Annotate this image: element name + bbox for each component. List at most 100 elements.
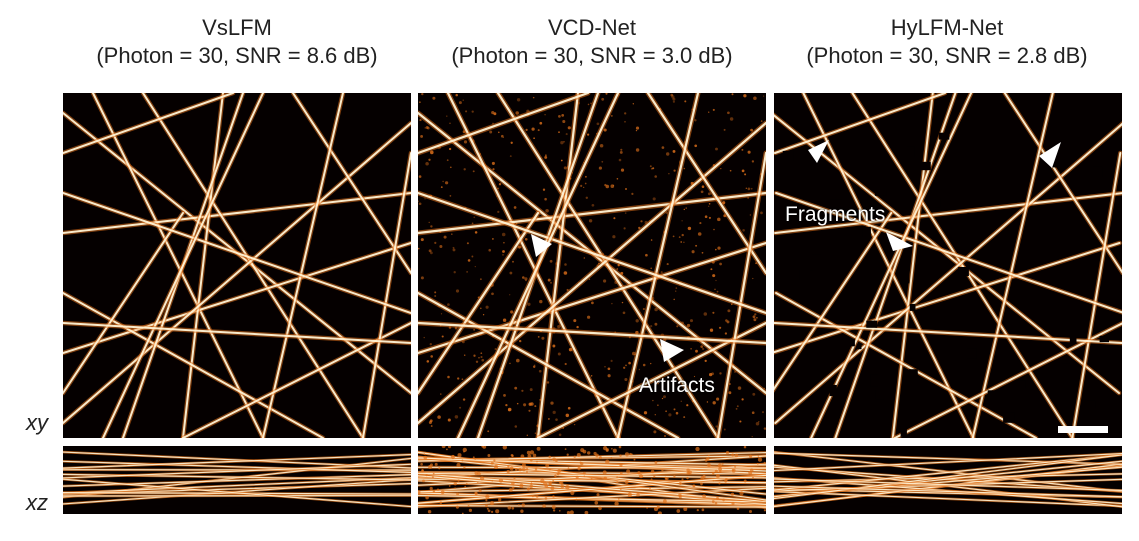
noise-speck: [554, 474, 557, 478]
noise-speck: [550, 486, 555, 491]
noise-speck: [708, 111, 710, 113]
noise-speck: [756, 462, 759, 465]
noise-speck: [666, 263, 669, 266]
noise-speck: [675, 287, 678, 289]
noise-speck: [509, 466, 514, 471]
xz-filament: [418, 474, 766, 504]
noise-speck: [686, 404, 689, 407]
noise-speck: [726, 320, 730, 324]
fragment-gap: [1086, 400, 1096, 409]
noise-speck: [518, 467, 522, 472]
noise-speck: [418, 200, 420, 203]
noise-speck: [743, 446, 747, 449]
fragment-gap: [967, 212, 979, 219]
noise-speck: [636, 493, 640, 497]
noise-speck: [724, 332, 728, 335]
noise-speck: [747, 150, 751, 154]
noise-speck: [429, 343, 432, 346]
noise-speck: [440, 393, 442, 395]
noise-speck: [548, 455, 551, 459]
noise-speck: [692, 484, 696, 488]
noise-speck: [650, 469, 655, 474]
noise-speck: [749, 454, 753, 458]
noise-speck: [752, 277, 754, 280]
noise-speck: [513, 477, 516, 480]
noise-speck: [604, 183, 607, 187]
noise-speck: [586, 133, 590, 136]
noise-speck: [559, 481, 564, 485]
noise-speck: [708, 205, 710, 207]
noise-speck: [497, 210, 500, 214]
noise-speck: [432, 96, 436, 100]
noise-speck: [757, 457, 763, 462]
noise-speck: [506, 469, 510, 474]
noise-speck: [542, 188, 546, 191]
noise-speck: [502, 254, 504, 256]
noise-speck: [619, 454, 622, 457]
noise-speck: [453, 482, 457, 486]
filament: [536, 93, 580, 438]
noise-speck: [564, 362, 567, 366]
noise-speck: [635, 126, 640, 130]
filament: [262, 93, 344, 438]
filament: [292, 93, 411, 274]
noise-speck: [511, 481, 515, 486]
noise-speck: [520, 509, 524, 513]
noise-speck: [729, 169, 732, 172]
noise-speck: [584, 175, 587, 178]
noise-speck: [519, 339, 522, 343]
noise-speck: [723, 428, 726, 431]
noise-speck: [448, 147, 452, 151]
filament: [891, 93, 934, 438]
noise-speck: [482, 314, 485, 316]
noise-speck: [731, 453, 735, 457]
noise-speck: [624, 120, 626, 123]
noise-speck: [505, 403, 508, 407]
noise-speck: [763, 427, 766, 430]
noise-speck: [545, 154, 547, 156]
noise-speck: [743, 94, 747, 98]
noise-speck: [620, 148, 623, 151]
noise-speck: [458, 101, 462, 105]
noise-speck: [760, 211, 763, 215]
noise-speck: [656, 382, 659, 385]
noise-speck: [525, 470, 529, 474]
noise-speck: [684, 100, 687, 103]
noise-speck: [480, 307, 482, 310]
filament: [362, 152, 411, 438]
noise-speck: [583, 257, 585, 259]
fragment-gap: [1047, 163, 1060, 168]
noise-speck: [529, 450, 535, 455]
noise-speck: [466, 242, 469, 245]
noise-speck: [520, 454, 525, 459]
xy-image-hylfm-net: [774, 93, 1122, 438]
noise-speck: [603, 128, 607, 132]
noise-speck: [431, 476, 434, 479]
noise-speck: [491, 292, 494, 296]
noise-speck: [525, 467, 529, 471]
noise-speck: [616, 476, 619, 479]
noise-speck: [672, 100, 675, 103]
noise-speck: [454, 487, 456, 490]
noise-speck: [593, 451, 597, 456]
noise-speck: [652, 167, 655, 170]
noise-speck: [610, 457, 613, 459]
noise-speck: [618, 158, 622, 162]
noise-speck: [751, 435, 753, 438]
xz-filament: [63, 478, 411, 508]
noise-speck: [616, 481, 619, 484]
row-label-xz: xz: [26, 490, 48, 515]
noise-speck: [424, 198, 426, 200]
noise-speck: [485, 494, 490, 499]
filament: [774, 93, 946, 154]
noise-speck: [665, 410, 667, 413]
filament: [63, 192, 411, 234]
filament: [456, 93, 620, 438]
noise-speck: [455, 505, 459, 509]
noise-speck: [493, 464, 499, 470]
xz-image-vslfm: [63, 450, 411, 508]
noise-speck: [741, 169, 745, 173]
noise-speck: [670, 93, 674, 97]
fragment-gap: [958, 267, 969, 276]
noise-speck: [494, 348, 497, 351]
